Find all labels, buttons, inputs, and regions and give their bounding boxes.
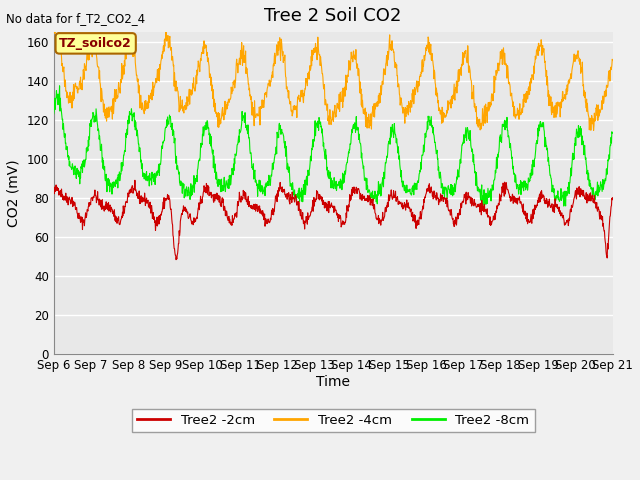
Title: Tree 2 Soil CO2: Tree 2 Soil CO2 (264, 7, 402, 25)
Text: TZ_soilco2: TZ_soilco2 (60, 37, 132, 50)
Y-axis label: CO2 (mV): CO2 (mV) (7, 159, 21, 227)
Text: No data for f_T2_CO2_4: No data for f_T2_CO2_4 (6, 12, 145, 25)
Legend: Tree2 -2cm, Tree2 -4cm, Tree2 -8cm: Tree2 -2cm, Tree2 -4cm, Tree2 -8cm (132, 409, 534, 432)
X-axis label: Time: Time (316, 374, 350, 388)
